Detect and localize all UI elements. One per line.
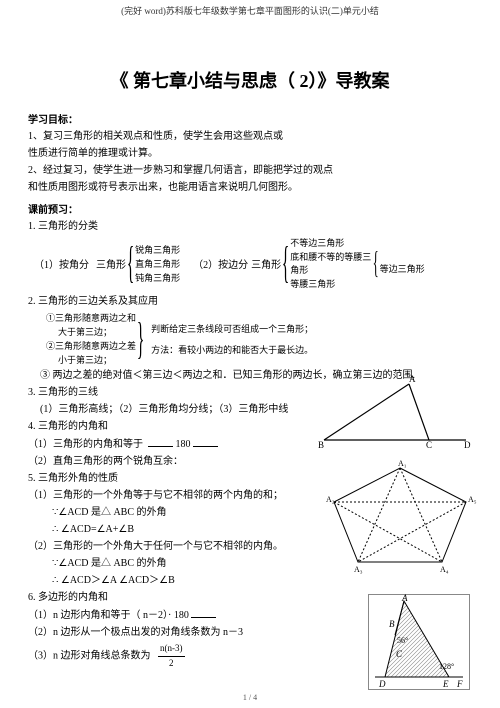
objectives-head: 学习目标： — [28, 111, 472, 126]
objective-2b: 和性质用图形或符号表示出来，也能用语言来说明几何图形。 — [28, 180, 472, 195]
objective-1b: 性质进行简单的推理或计算。 — [28, 146, 472, 161]
figure-triangle-ext: A B C D — [314, 380, 474, 454]
objective-1: 1、复习三角形的相关观点和性质，使学生会用这些观点或 — [28, 129, 472, 144]
frac-den: 2 — [158, 657, 185, 671]
pt-d: D — [464, 440, 471, 450]
pt-a: A — [401, 593, 408, 603]
s2-1b: 大于第三边； — [58, 325, 136, 338]
page-footer: 1 / 4 — [0, 693, 500, 702]
pt-a5: A₅ — [468, 495, 477, 504]
pt-d: D — [378, 679, 386, 689]
angle-a: 锐角三角形 — [135, 243, 193, 256]
s1a-label: （1）按角分 — [34, 260, 89, 271]
figure-pentagon: A₁ A₂ A₃ A₄ A₅ — [328, 462, 478, 574]
brace-icon: { — [373, 253, 379, 272]
header-note: (完好 word)苏科版七年级数学第七章平面图形的认识(二)单元小结 — [0, 0, 500, 17]
pt-c: C — [426, 440, 432, 450]
side-a: 不等边三角形 — [290, 236, 372, 249]
angle-56: 56° — [397, 636, 408, 645]
angle-128: 128° — [439, 662, 454, 671]
pt-e: E — [442, 679, 449, 689]
side-d: 等边三角形 — [380, 262, 425, 275]
section-1: 1. 三角形的分类 — [28, 219, 472, 234]
angle-c: 钝角三角形 — [135, 271, 193, 284]
tri-label-a: 三角形 — [96, 256, 126, 271]
s2-2: ②三角形随意两边之差 — [46, 339, 136, 352]
section-2: 2. 三角形的三边关系及其应用 — [28, 294, 472, 309]
s6-3-text: （3）n 边形对角线总条数为 — [28, 650, 151, 661]
pt-a2: A₂ — [326, 495, 335, 504]
s4-1-text: （1）三角形的内角和等于 — [28, 439, 143, 450]
pt-a1: A₁ — [398, 459, 407, 468]
s2-r2: 方法：看较小两边的和能否大于最长边。 — [151, 343, 313, 356]
classification-row: （1）按角分 三角形 { 锐角三角形 直角三角形 钝角三角形 （2）按边分 三角… — [34, 236, 472, 290]
s6-1-text: （1）n 边形内角和等于（ n－2）· 180 — [28, 610, 189, 621]
s2-1: ①三角形随意两边之和 — [46, 311, 136, 324]
pt-b: B — [318, 440, 324, 450]
side-b: 底和腰不等的等腰三角形 — [290, 250, 372, 276]
angle-b: 直角三角形 — [135, 257, 193, 270]
frac-num: n(n-3) — [158, 642, 185, 657]
pt-b: B — [389, 619, 395, 629]
brace-icon: } — [137, 329, 144, 349]
pt-f: F — [456, 679, 463, 689]
s4-1-val: 180 — [176, 439, 191, 450]
pt-a4: A₄ — [440, 565, 449, 574]
side-c: 等腰三角形 — [290, 277, 372, 290]
brace-icon: { — [127, 253, 134, 273]
s1b-label: （2）按边分 — [193, 260, 248, 271]
s2-r1: 判断给定三条线段可否组成一个三角形； — [151, 322, 313, 335]
brace-icon: { — [282, 253, 289, 273]
objective-2: 2、经过复习，使学生进一步熟习和掌握几何语言，即能把学过的观点 — [28, 163, 472, 178]
pt-a3: A₃ — [354, 565, 363, 574]
pt-c: C — [396, 649, 403, 659]
preview-head: 课前预习： — [28, 201, 472, 216]
s5-2b: ∴ ∠ACD＞∠A ∠ACD＞∠B — [52, 573, 472, 588]
figure-angle-triangle: A B 56° C 128° D E F — [368, 594, 470, 690]
fraction: n(n-3) 2 — [158, 642, 185, 670]
pt-a: A — [409, 374, 416, 384]
s2-2b: 小于第三边； — [58, 353, 136, 366]
tri-label-b: 三角形 — [251, 256, 281, 271]
page-title: 《 第七章小结与思虑（ 2）》导教案 — [28, 67, 472, 93]
